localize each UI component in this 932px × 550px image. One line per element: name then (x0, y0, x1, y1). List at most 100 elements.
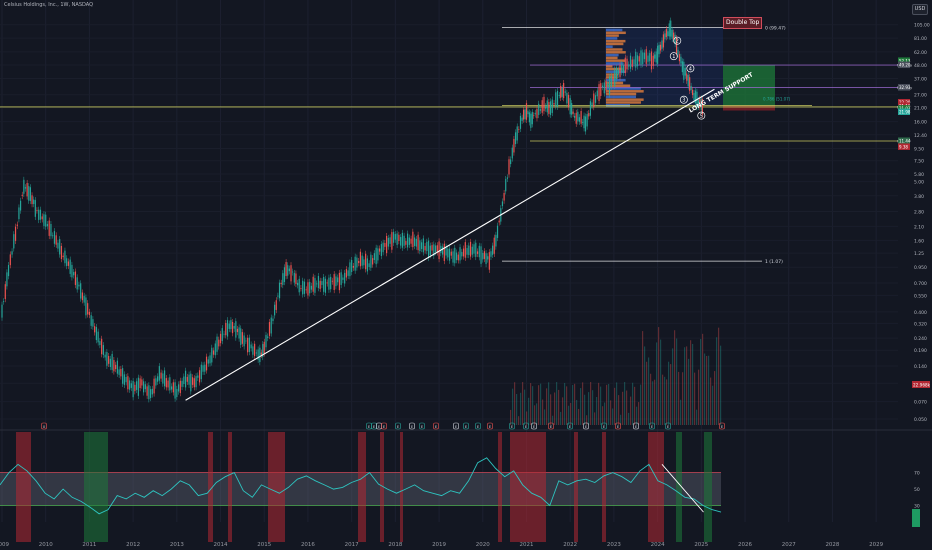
candle-body (375, 247, 377, 265)
candle-body (683, 61, 685, 80)
volume-tag (912, 381, 930, 388)
candle-body (33, 199, 35, 204)
candle-body (235, 321, 237, 338)
candle-body (657, 45, 659, 64)
candle-body (265, 334, 267, 348)
wave-label: 3 (682, 98, 685, 104)
candle-body (252, 346, 254, 355)
event-flag-label: E (465, 425, 468, 429)
candle-body (321, 281, 323, 285)
volume-bar (616, 382, 618, 425)
candle-body (387, 237, 389, 247)
price-tag-label: 52.13 (899, 58, 911, 63)
candle-body (420, 242, 423, 249)
candle-body (461, 251, 463, 257)
wave-label: 5 (700, 114, 703, 120)
candle-body (473, 244, 475, 254)
y-tick-label: 12.40 (914, 133, 927, 139)
candle-body (204, 364, 206, 372)
candle-body (389, 237, 391, 244)
candle-body (496, 225, 499, 238)
candle-body (259, 347, 261, 363)
candle-body (221, 328, 223, 342)
volume-profile-bar (606, 39, 626, 43)
candle-body (638, 56, 640, 62)
candle-body (488, 252, 490, 270)
candle-body (295, 273, 297, 284)
candle-body (448, 248, 451, 261)
candle-body (19, 200, 22, 211)
candle-body (305, 289, 307, 291)
event-flag-label: E (421, 425, 424, 429)
price-tag-label: 9.38 (899, 144, 908, 149)
candle-body (358, 260, 360, 264)
candle-body (52, 235, 54, 237)
candle-body (83, 295, 85, 303)
candle-body (274, 304, 276, 316)
volume-bar (688, 358, 690, 425)
candle-body (575, 112, 577, 124)
price-tag-label: 21.98 (899, 110, 911, 115)
candle-body (310, 285, 313, 290)
candle-body (441, 246, 444, 255)
event-flag (649, 422, 655, 430)
candle-body (302, 280, 304, 295)
volume-bar (662, 374, 664, 425)
event-flag-label: 0 (43, 425, 46, 429)
candle-body (412, 231, 414, 248)
y-tick-label: 0.190 (914, 348, 927, 354)
price-tag (898, 108, 910, 116)
candle-body (288, 268, 290, 272)
candle-body (433, 244, 435, 256)
volume-profile-bar (606, 59, 626, 62)
candle-body (97, 331, 99, 343)
volume-profile-bar (606, 42, 624, 46)
candle-body (18, 207, 20, 220)
candle-body (275, 300, 277, 310)
candle-body (363, 259, 365, 266)
candle-body (165, 378, 167, 388)
volume-bar (562, 397, 564, 425)
candle-body (150, 389, 152, 398)
event-flag (665, 422, 671, 430)
candle-body (619, 65, 621, 78)
candle-body (333, 274, 335, 290)
volume-bar (566, 386, 568, 425)
candle-body (130, 383, 132, 388)
candle-body (349, 262, 351, 277)
volume-profile-bar (606, 53, 619, 57)
candle-body (143, 381, 145, 393)
candle-body (108, 356, 110, 364)
candle-body (218, 339, 220, 347)
price-tag (898, 137, 910, 144)
event-flag (567, 422, 573, 430)
candle-body (466, 248, 468, 255)
y-tick-label: 2.80 (914, 210, 924, 216)
candle-body (689, 77, 691, 91)
volume-bar (528, 397, 530, 425)
currency-button[interactable]: USD (912, 4, 928, 15)
candle-body (76, 277, 78, 290)
candle-body (398, 234, 400, 242)
candle-body (522, 109, 525, 120)
candle-body (521, 117, 523, 121)
candle-body (129, 380, 131, 390)
volume-bar (584, 394, 586, 425)
candle-body (475, 242, 477, 257)
candle-body (642, 52, 644, 65)
rsi-zone (84, 432, 108, 542)
volume-bar (540, 383, 542, 425)
volume-bar (510, 409, 512, 425)
rsi-zone (228, 432, 232, 542)
candle-body (285, 262, 287, 277)
y-tick-label: 0.700 (914, 281, 927, 287)
candle-body (139, 378, 141, 389)
candle-body (534, 112, 536, 115)
volume-bar (708, 355, 710, 425)
candle-body (183, 376, 185, 384)
volume-bar (600, 386, 602, 425)
candle-body (658, 44, 660, 55)
candle-body (228, 323, 230, 329)
candle-body (518, 129, 520, 130)
